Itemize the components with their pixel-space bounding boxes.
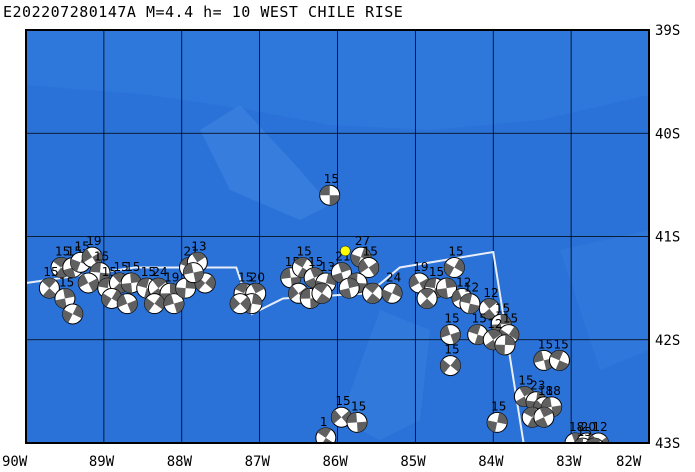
depth-label: 15 [59, 275, 74, 289]
depth-label: 24 [386, 270, 401, 284]
focal-mechanism [182, 262, 204, 284]
focal-mechanism [175, 277, 197, 299]
depth-label: 15 [351, 399, 366, 413]
focal-mechanism [486, 411, 508, 433]
focal-mechanism [38, 277, 60, 299]
depth-label: 15 [491, 399, 506, 413]
map-frame [25, 29, 650, 444]
focal-mechanism [436, 277, 458, 299]
latitude-label: 42S [655, 333, 680, 349]
depth-label: 15 [55, 244, 70, 258]
latitude-label: 41S [655, 230, 680, 246]
depth-label: 27 [355, 234, 370, 248]
focal-mechanism [229, 293, 251, 315]
depth-label: 15 [238, 270, 253, 284]
depth-label: 24 [152, 265, 167, 279]
focal-mechanism [315, 427, 337, 443]
depth-label: 20 [581, 420, 596, 434]
latitude-label: 39S [655, 23, 680, 39]
focal-mechanism [533, 349, 555, 371]
longitude-label: 85W [400, 454, 426, 470]
depth-label: 12 [487, 317, 502, 331]
depth-label: 15 [518, 374, 533, 388]
focal-mechanism [358, 256, 380, 278]
depth-label: 18 [538, 384, 553, 398]
depth-label: 15 [553, 337, 568, 351]
focal-mechanism [330, 262, 352, 284]
focal-mechanism [338, 277, 360, 299]
depth-label: 15 [577, 425, 592, 439]
depth-label: 15 [444, 343, 459, 357]
focal-mechanism [346, 411, 368, 433]
focal-mechanism [381, 282, 403, 304]
focal-mechanism [443, 256, 465, 278]
focal-mechanism [319, 184, 341, 206]
depth-label: 15 [113, 260, 128, 274]
focal-mechanism [494, 334, 516, 356]
depth-label: 13 [191, 239, 206, 253]
focal-mechanism [585, 437, 604, 443]
focal-mechanism [478, 298, 500, 320]
focal-mechanism [548, 349, 570, 371]
depth-label: 15 [429, 265, 444, 279]
map-title: E202207280147A M=4.4 h= 10 WEST CHILE RI… [3, 3, 404, 21]
longitude-label: 86W [323, 454, 349, 470]
depth-label: 20 [250, 270, 265, 284]
epicenter-marker [340, 245, 351, 257]
focal-mechanism [533, 406, 555, 428]
depth-label: 18 [569, 420, 584, 434]
latitude-label: 43S [655, 436, 680, 452]
focal-mechanism [62, 303, 84, 325]
depth-label: 12 [483, 286, 498, 300]
focal-mechanism [77, 272, 99, 294]
depth-label: 15 [94, 250, 109, 264]
depth-label: 15 [472, 312, 487, 326]
longitude-label: 84W [478, 454, 504, 470]
focal-mechanism [439, 355, 461, 377]
depth-label: 15 [538, 337, 553, 351]
focal-mechanism [143, 293, 165, 315]
depth-label: 15 [324, 172, 339, 186]
focal-mechanism [163, 293, 185, 315]
latitude-labels: 39S 40S 41S 42S 43S [655, 23, 680, 452]
focal-mechanism [311, 282, 333, 304]
latitude-label: 40S [655, 126, 680, 142]
depth-label: 19 [413, 260, 428, 274]
longitude-label: 83W [556, 454, 582, 470]
focal-mechanism [116, 293, 138, 315]
depth-label: 15 [495, 301, 510, 315]
focal-mechanism [439, 324, 461, 346]
depth-label: 12 [464, 281, 479, 295]
depth-label: 18 [546, 384, 561, 398]
focal-mechanism [362, 282, 384, 304]
depth-label: 15 [363, 244, 378, 258]
depth-label: 12 [456, 275, 471, 289]
depth-label: 1 [320, 415, 328, 429]
depth-label: 15 [296, 244, 311, 258]
depth-label: 15 [444, 312, 459, 326]
longitude-label: 82W [616, 454, 642, 470]
depth-label: 15 [125, 260, 140, 274]
longitude-label: 90W [2, 454, 28, 470]
longitude-label: 87W [245, 454, 271, 470]
depth-label: 15 [308, 255, 323, 269]
focal-mechanism [459, 293, 481, 315]
longitude-label: 88W [167, 454, 193, 470]
depth-label: 15 [335, 394, 350, 408]
graticule [26, 30, 649, 443]
depth-label: 15 [141, 265, 156, 279]
longitude-label: 89W [89, 454, 115, 470]
depth-label: 15 [43, 265, 58, 279]
depth-label: 19 [164, 270, 179, 284]
depth-label: 23 [530, 379, 545, 393]
depth-label: 12 [592, 420, 607, 434]
depth-label: 15 [448, 244, 463, 258]
longitude-labels: 90W 89W 88W 87W 86W 85W 84W 83W 82W [2, 454, 642, 470]
focal-mechanism [416, 287, 438, 309]
depth-label: 19 [86, 234, 101, 248]
depth-label: 15 [503, 312, 518, 326]
